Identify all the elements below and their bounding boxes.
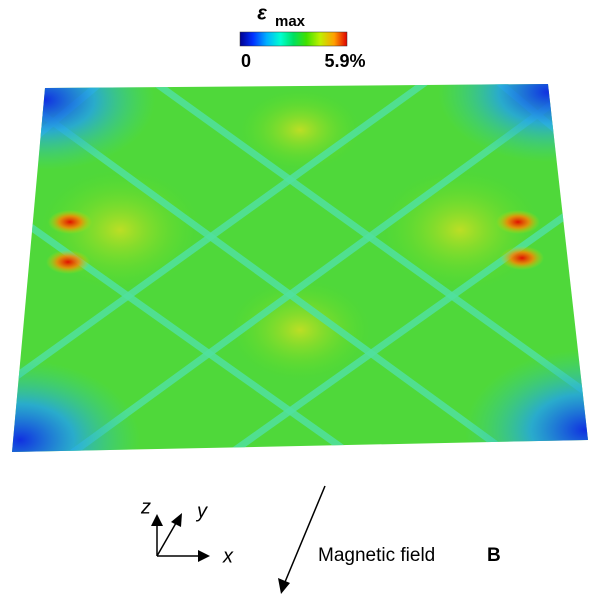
field-label: Magnetic field: [318, 545, 435, 566]
axis-x: x: [222, 545, 234, 567]
field-arrow: [278, 486, 325, 594]
colorbar-min: 0: [241, 51, 251, 71]
colorbar-max: 5.9%: [324, 51, 365, 71]
axis-y: y: [195, 500, 208, 522]
strain-plate: [0, 0, 589, 560]
colorbar-symbol: ε: [257, 2, 267, 24]
colorbar-subscript: max: [275, 13, 306, 30]
field-symbol: B: [487, 545, 501, 566]
colorbar-gradient: [240, 32, 347, 46]
figure: ε max 0 5.9%: [0, 0, 589, 601]
axis-z: z: [140, 496, 151, 518]
colorbar: ε max 0 5.9%: [240, 2, 366, 70]
